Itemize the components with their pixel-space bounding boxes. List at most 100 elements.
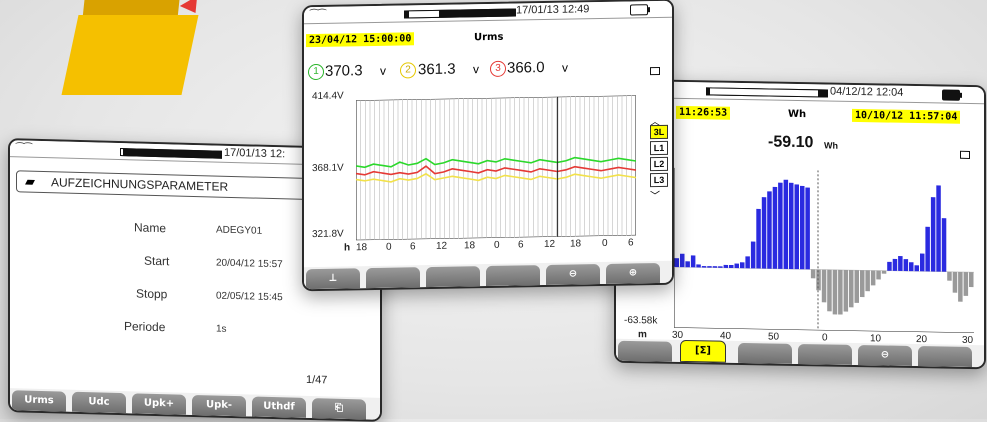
series-line-2 [356, 165, 636, 176]
bar [712, 266, 718, 268]
row-label: Stopp [136, 286, 168, 302]
status-bar: ⁀⁀ 17/01/13 12:49 [304, 0, 672, 25]
y-mid-label: 368.1V [312, 162, 344, 175]
start-time: 11:26:53 [676, 105, 731, 120]
bar [865, 270, 870, 292]
key-3l[interactable]: 3L [650, 124, 668, 140]
fkey-6[interactable] [918, 346, 972, 368]
memory-bar [404, 8, 516, 19]
bar [881, 270, 887, 274]
fkey-4[interactable] [798, 343, 852, 365]
bar [832, 269, 838, 315]
uthdf-button[interactable]: Uthdf [252, 396, 306, 418]
trend-icon: ⁀⁀ [310, 9, 327, 22]
bar [827, 269, 832, 312]
x-unit: h [344, 242, 351, 254]
bar [685, 261, 690, 268]
exit-button[interactable]: ⎗ [312, 398, 366, 420]
unit-label: Wh [788, 108, 807, 121]
bar [914, 265, 919, 272]
zoom-in-icon: ⊕ [628, 267, 638, 279]
phase-1-value: 370.3 [325, 62, 363, 80]
fkey-1[interactable] [618, 340, 672, 362]
x-tick: 18 [570, 238, 582, 250]
bar [854, 270, 859, 303]
trend-chart [356, 95, 636, 241]
bar [778, 182, 783, 269]
chevron-down-icon[interactable]: ﹀ [650, 190, 660, 203]
phase-2-icon: 2 [400, 62, 416, 79]
bar [707, 266, 712, 268]
bar [794, 184, 799, 270]
trend-screen: ⁀⁀ 17/01/13 12:49 23/04/12 15:00:00 Urms… [302, 0, 674, 292]
bar [936, 185, 941, 272]
x-tick: 6 [518, 239, 524, 251]
row-value: ADEGY01 [216, 224, 263, 237]
row-value: 20/04/12 15:57 [216, 257, 283, 271]
bar [860, 270, 865, 298]
bar [750, 241, 756, 269]
sum-button[interactable]: [Σ] [680, 339, 726, 363]
datetime: 04/12/12 12:04 [830, 85, 904, 99]
bar [903, 259, 909, 272]
x-tick: 6 [628, 237, 634, 249]
open-folder-icon: ▰ [25, 173, 35, 189]
params-title: AUFZEICHNUNGSPARAMETER [51, 175, 229, 194]
key-l2[interactable]: L2 [650, 156, 668, 172]
bar [958, 271, 963, 302]
key-l3[interactable]: L3 [650, 172, 668, 188]
function-keys: Urms Udc Upk+ Upk- Uthdf ⎗ [10, 388, 380, 420]
phase-3-unit: v [562, 60, 568, 75]
energy-value: -59.10 [768, 133, 814, 152]
zoom-out-icon: ⊖ [880, 349, 890, 361]
phase-3-icon: 3 [490, 60, 506, 77]
key-l1[interactable]: L1 [650, 140, 668, 156]
bar [783, 179, 789, 269]
x-axis [674, 327, 974, 334]
bar [729, 264, 734, 269]
bar [723, 264, 729, 268]
bar [843, 269, 849, 312]
page-icon [960, 150, 970, 159]
cursor-button[interactable]: ⟂ [306, 268, 360, 290]
bar [740, 262, 745, 269]
bar [898, 256, 903, 271]
bar [761, 197, 767, 269]
energy-chart [674, 167, 974, 334]
cursor-time: 10/10/12 11:57:04 [852, 108, 961, 124]
bar [876, 270, 881, 280]
bar [941, 218, 947, 272]
bar [887, 261, 892, 271]
udc-button[interactable]: Udc [72, 391, 126, 414]
row-value: 02/05/12 15:45 [216, 290, 283, 304]
bar [821, 269, 827, 303]
zoom-out-button[interactable]: ⊖ [858, 345, 912, 366]
battery-icon [630, 4, 648, 16]
bar [756, 208, 761, 269]
urms-button[interactable]: Urms [12, 390, 66, 412]
bar [892, 258, 898, 271]
page-icon [650, 66, 660, 76]
y-min-label: 321.8V [312, 228, 344, 241]
page-indicator: 1/47 [306, 373, 328, 387]
fkey-2[interactable] [366, 267, 420, 289]
bar [930, 197, 936, 272]
upk-minus-button[interactable]: Upk- [192, 394, 246, 417]
bar [800, 185, 805, 270]
upk-plus-button[interactable]: Upk+ [132, 393, 186, 415]
x-tick: 12 [436, 240, 448, 252]
bar [909, 262, 914, 272]
fkey-4[interactable] [486, 265, 540, 287]
fkey-3[interactable] [426, 266, 480, 288]
zoom-out-button[interactable]: ⊖ [546, 264, 600, 285]
bar [772, 186, 778, 269]
x-tick: 6 [410, 241, 416, 253]
bar [767, 191, 772, 269]
folder-icon [61, 0, 210, 100]
fkey-3[interactable] [738, 342, 792, 364]
exit-icon: ⎗ [335, 402, 343, 414]
x-tick: 0 [602, 237, 608, 250]
bar [849, 270, 854, 308]
x-tick: 12 [544, 238, 556, 251]
zoom-in-button[interactable]: ⊕ [606, 262, 660, 284]
